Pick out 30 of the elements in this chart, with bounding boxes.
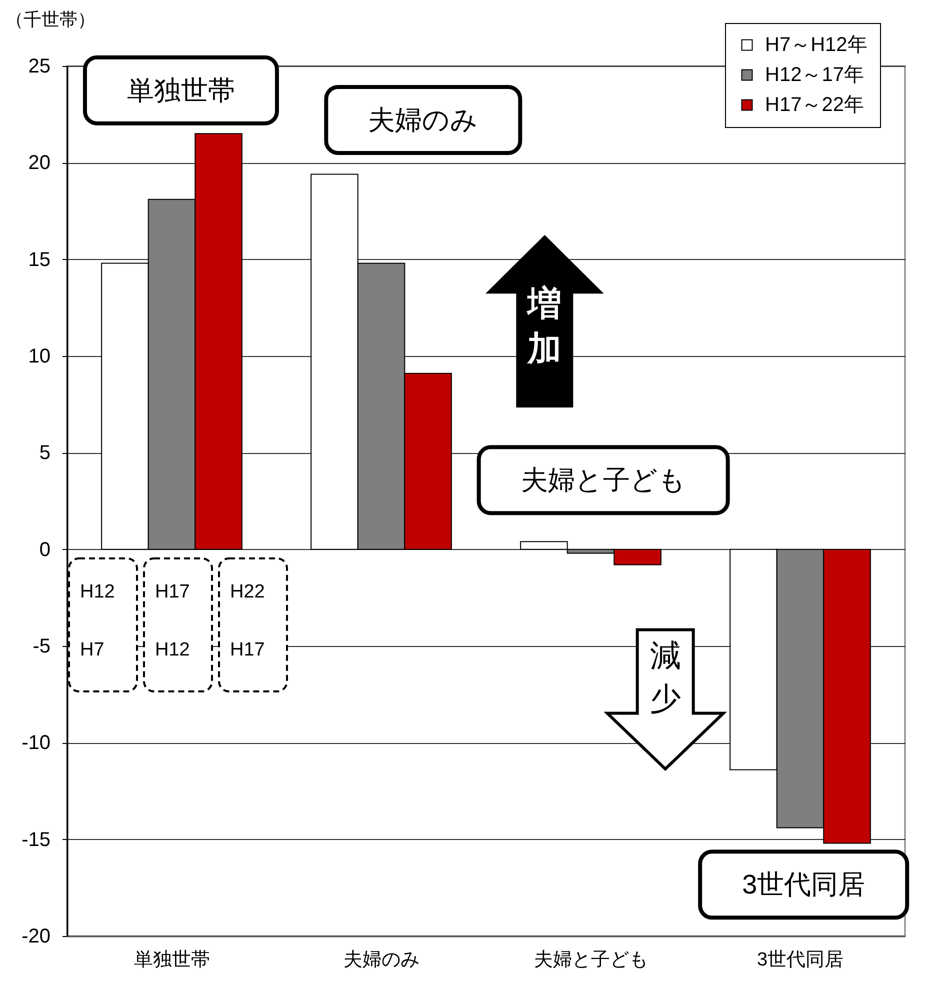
y-tick-label: 15	[28, 248, 50, 271]
annotation: 単独世帯	[126, 75, 235, 106]
x-tick-label: 夫婦のみ	[343, 950, 420, 970]
y-tick-label: 25	[28, 56, 50, 78]
legend-label: H7～H12年	[765, 34, 868, 56]
annotation: H17	[230, 639, 265, 660]
y-tick-label: 10	[28, 346, 50, 368]
annotation: 夫婦と子ども	[520, 465, 686, 496]
y-tick-label: -20	[22, 926, 50, 948]
y-tick-label: 0	[39, 538, 50, 561]
x-tick-label: 単独世帯	[134, 950, 210, 970]
annotation: 夫婦のみ	[368, 104, 478, 135]
annotation: H7	[80, 639, 104, 660]
y-tick-label: -5	[32, 636, 50, 658]
y-tick-label: -15	[22, 828, 50, 851]
y-tick-label: 20	[28, 152, 50, 174]
y-tick-label: -10	[22, 732, 50, 754]
y-axis-title: （千世帯）	[6, 10, 96, 30]
x-tick-label: 3世代同居	[756, 950, 844, 970]
annotation: 減少	[650, 638, 681, 716]
annotation: 増加	[526, 284, 562, 368]
annotation: H12	[155, 639, 190, 660]
legend-label: H17～22年	[765, 94, 864, 116]
annotation: 3世代同居	[742, 870, 866, 900]
x-tick-label: 夫婦と子ども	[534, 950, 648, 970]
annotation: H22	[230, 581, 265, 602]
annotation: H12	[80, 581, 115, 602]
legend-label: H12～17年	[765, 64, 864, 86]
y-tick-label: 5	[39, 442, 50, 464]
annotation: H17	[155, 581, 190, 602]
